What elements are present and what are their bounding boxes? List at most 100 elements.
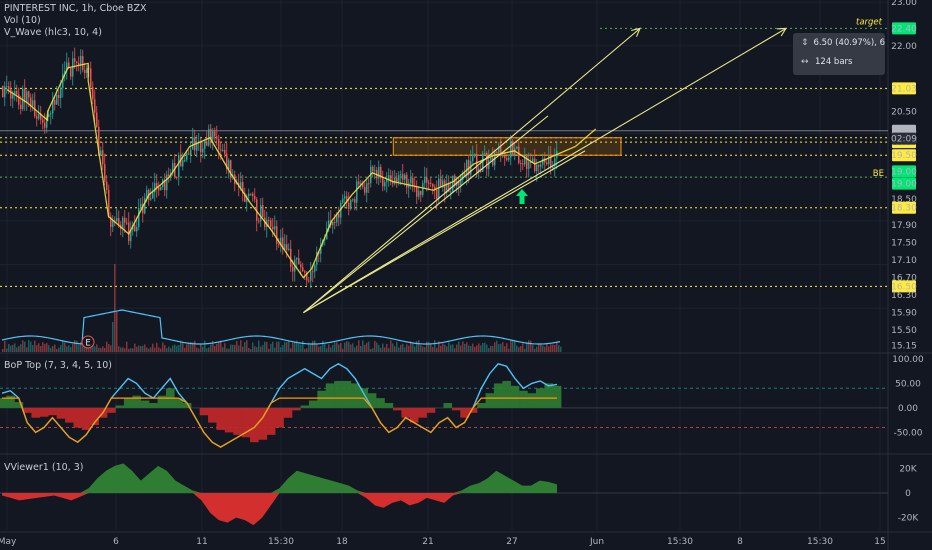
candle-body: [258, 220, 260, 222]
volume-bar: [522, 343, 524, 352]
candle-body: [60, 87, 62, 98]
vviewer-tick-label: 0: [905, 489, 911, 499]
bop-histogram-bar: [401, 407, 411, 418]
volume-bar: [312, 340, 314, 352]
bop-histogram-bar: [39, 407, 49, 417]
volume-bar: [170, 348, 172, 352]
time-tick-label: 15:30: [807, 537, 833, 547]
volume-bar: [486, 344, 488, 352]
candle-body: [402, 174, 404, 180]
candle-body: [530, 161, 532, 163]
candle-body: [366, 183, 368, 193]
volume-bar: [320, 346, 322, 352]
volume-bar: [362, 340, 364, 352]
volume-bar: [74, 340, 76, 352]
price-tick-label: 16.30: [891, 291, 917, 301]
price-tick-label: 17.50: [891, 239, 917, 249]
candle-body: [336, 213, 338, 223]
volume-bar: [78, 344, 80, 352]
volume-bar: [10, 345, 12, 352]
candle-body: [358, 181, 360, 185]
volume-bar: [142, 345, 144, 352]
volume-bar: [310, 344, 312, 352]
candle-body: [380, 166, 382, 177]
candle-body: [54, 99, 56, 105]
candle-body: [484, 152, 486, 154]
candle-body: [362, 183, 364, 187]
volume-bar: [472, 343, 474, 352]
volume-bar: [448, 342, 450, 352]
volume-bar: [174, 344, 176, 352]
candle-body: [544, 158, 546, 163]
candle-body: [186, 153, 188, 160]
range-icon: ⇕: [801, 37, 809, 48]
vviewer-tick-label: 20K: [899, 464, 917, 474]
volume-bar: [556, 341, 558, 352]
candle-body: [2, 85, 4, 98]
volume-bar: [2, 349, 4, 352]
price-label: 22.40: [891, 24, 917, 34]
candle-body: [36, 116, 38, 119]
be-label: BE: [873, 169, 884, 179]
candle-body: [292, 266, 294, 272]
volume-bar: [412, 343, 414, 352]
volume-bar: [200, 344, 202, 352]
time-tick-label: 15:30: [268, 537, 294, 547]
candle-body: [152, 192, 154, 199]
volume-bar: [56, 348, 58, 352]
volume-bar: [466, 342, 468, 352]
candle-body: [280, 237, 282, 245]
volume-bar: [40, 346, 42, 352]
volume-bar: [468, 345, 470, 352]
volume-bar: [222, 347, 224, 352]
time-tick-label: 6: [113, 537, 119, 547]
price-label-box: [892, 201, 916, 214]
volume-bar: [110, 345, 112, 352]
candle-body: [496, 152, 498, 154]
volume-bar: [208, 347, 210, 352]
volume-bar: [262, 345, 264, 352]
bop-histogram-bar: [367, 393, 377, 408]
candle-body: [196, 143, 198, 151]
candle-body: [76, 61, 78, 63]
volume-ma-line: [1, 309, 561, 345]
volume-bar: [360, 345, 362, 352]
volume-bar: [400, 344, 402, 352]
volume-bar: [250, 348, 252, 352]
candle-body: [540, 164, 542, 167]
candle-body: [406, 174, 408, 188]
candle-body: [288, 248, 290, 251]
volume-bar: [542, 345, 544, 352]
candle-body: [554, 158, 556, 167]
candle-body: [524, 155, 526, 165]
candle-body: [182, 160, 184, 167]
volume-bar: [298, 343, 300, 352]
volume-bar: [234, 344, 236, 352]
candle-body: [64, 70, 66, 74]
volume-bar: [380, 347, 382, 352]
candle-body: [528, 161, 530, 169]
volume-bar: [324, 344, 326, 352]
bop-signal-line: [1, 362, 558, 448]
volume-bar: [118, 346, 120, 352]
candle-body: [48, 114, 50, 117]
candle-body: [400, 174, 402, 176]
volume-bar: [154, 347, 156, 352]
price-label: 19.00: [891, 180, 917, 190]
candle-body: [124, 217, 126, 223]
bop-histogram-bar: [107, 407, 116, 413]
volume-bar: [342, 348, 344, 352]
bop-histogram-bar: [384, 403, 394, 408]
bop-histogram-bar: [502, 380, 511, 408]
bop-histogram-bar: [300, 405, 310, 408]
candle-body: [450, 191, 452, 193]
candle-body: [350, 199, 352, 209]
volume-bar: [494, 342, 496, 352]
candle-body: [78, 62, 80, 66]
candle-body: [212, 131, 214, 140]
volume-bar: [490, 345, 492, 352]
volume-bar: [546, 344, 548, 352]
volume-bar: [88, 347, 90, 352]
candle-body: [354, 199, 356, 203]
